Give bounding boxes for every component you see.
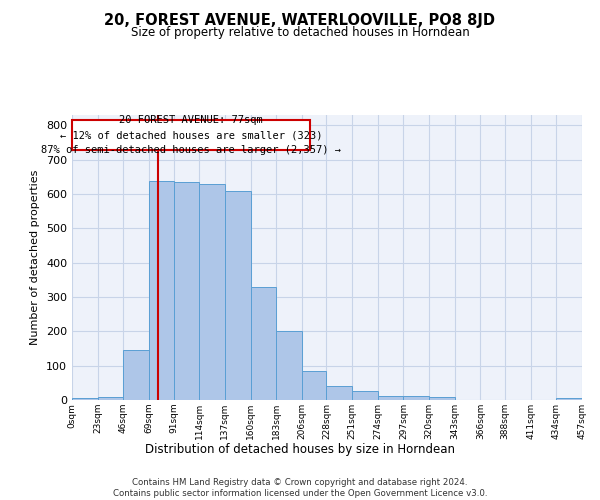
Text: Size of property relative to detached houses in Horndean: Size of property relative to detached ho… — [131, 26, 469, 39]
Bar — [72, 120, 310, 150]
Bar — [225, 191, 251, 400]
Text: 20 FOREST AVENUE: 77sqm
← 12% of detached houses are smaller (323)
87% of semi-d: 20 FOREST AVENUE: 77sqm ← 12% of detache… — [41, 116, 341, 155]
Bar — [173, 182, 199, 400]
Bar — [276, 332, 302, 400]
Bar — [124, 350, 149, 400]
Bar — [352, 392, 378, 400]
Bar — [556, 398, 582, 400]
Bar — [251, 286, 276, 400]
Text: 20, FOREST AVENUE, WATERLOOVILLE, PO8 8JD: 20, FOREST AVENUE, WATERLOOVILLE, PO8 8J… — [104, 12, 496, 28]
Bar — [429, 396, 455, 400]
Bar — [403, 396, 429, 400]
Text: Distribution of detached houses by size in Horndean: Distribution of detached houses by size … — [145, 442, 455, 456]
Bar — [199, 184, 225, 400]
Bar — [149, 182, 173, 400]
Y-axis label: Number of detached properties: Number of detached properties — [31, 170, 40, 345]
Bar — [378, 396, 403, 400]
Bar — [302, 371, 326, 400]
Bar — [98, 396, 124, 400]
Text: Contains HM Land Registry data © Crown copyright and database right 2024.
Contai: Contains HM Land Registry data © Crown c… — [113, 478, 487, 498]
Bar — [72, 398, 98, 400]
Bar — [326, 386, 352, 400]
